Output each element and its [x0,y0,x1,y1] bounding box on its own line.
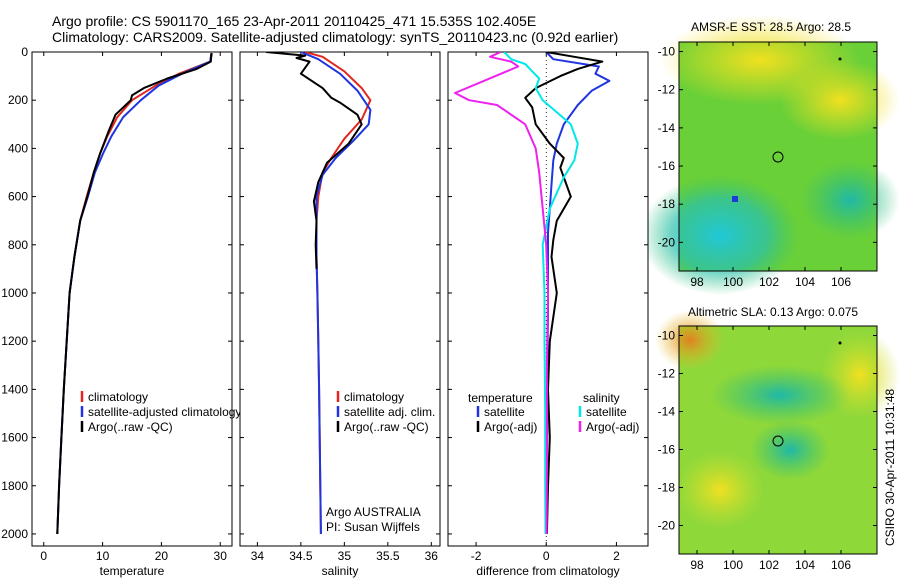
x-tick-label: 2 [613,549,620,563]
series-line-2 [524,52,604,535]
sst-cool-patch [800,160,900,240]
x-axis-label: difference from climatology [476,564,619,578]
x-tick-label: 0 [40,549,47,563]
x-tick-label: -2 [471,549,482,563]
y-tick-label: 1400 [1,382,28,396]
x-axis-label: salinity [322,564,359,578]
y-tick-label: 2000 [1,527,28,541]
figure-title-line1: Argo profile: CS 5901170_165 23-Apr-2011… [52,13,537,29]
sst-argo-location-marker [772,151,784,163]
panel-frame [31,51,233,547]
figure-title-line2: Climatology: CARS2009. Satellite-adjuste… [52,29,619,45]
x-tick-label: 20 [155,549,169,563]
lat-tick-label: -20 [658,235,676,249]
lat-tick-label: -12 [658,83,676,97]
x-tick-label: 30 [214,549,228,563]
lat-tick-label: -14 [658,405,676,419]
legend-label: satellite adj. clim. [344,405,435,419]
lat-tick-label: -18 [658,481,676,495]
lat-tick-label: -10 [658,45,676,59]
annotation-text: PI: Susan Wijffels [326,520,420,534]
sst-warm-patch [780,60,900,140]
sst-map-axes: -10 -12 -14 -16 -18 -20 98 100 102 104 106 [658,42,877,289]
legend-label: Argo(-adj) [484,420,537,434]
annotation-text: Argo AUSTRALIA [326,505,421,519]
legend-label: climatology [344,390,404,404]
legend-header: temperature [468,391,533,405]
x-axis-label: temperature [100,564,165,578]
lat-tick-label: -12 [658,367,676,381]
legend-label: Argo(-adj) [586,420,639,434]
lon-tick-label: 106 [831,558,851,572]
sst-cool-patch [640,175,800,295]
lon-tick-label: 98 [690,275,704,289]
sla-high-patch [675,450,765,530]
series-line-4 [454,52,549,535]
legend-header: salinity [583,391,620,405]
lat-tick-label: -20 [658,519,676,533]
sla-low-patch [750,420,830,480]
series-line-3 [56,53,213,535]
x-tick-label: 34 [251,549,265,563]
x-tick-label: 36 [425,549,439,563]
x-tick-label: 10 [96,549,110,563]
sla-map-title: Altimetric SLA: 0.13 Argo: 0.075 [688,305,859,319]
y-tick-label: 200 [8,93,28,107]
sla-map-axes: -10 -12 -14 -16 -18 -20 98 100 102 104 106 [658,326,877,572]
sst-map: -10 -12 -14 -16 -18 -20 98 100 102 104 106 [640,15,900,295]
lon-tick-label: 100 [723,275,743,289]
sst-argo-previous-marker [838,57,842,61]
y-tick-label: 1600 [1,431,28,445]
y-tick-label: 400 [8,141,28,155]
legend-label: Argo(..raw -QC) [88,420,173,434]
sst-map-title: AMSR-E SST: 28.5 Argo: 28.5 [691,20,852,34]
sla-argo-location-marker [772,435,784,447]
profile-panels: 0 10 20 30020040060080010001200140016001800… [1,45,649,578]
sla-map: -10 -12 -14 -16 -18 -20 98 100 102 104 106 [655,310,900,572]
legend-label: satellite-adjusted climatology [88,405,241,419]
lat-tick-label: -16 [658,159,676,173]
lon-tick-label: 106 [831,275,851,289]
lon-tick-label: 100 [723,558,743,572]
lon-tick-label: 102 [759,558,779,572]
y-tick-label: 1000 [1,286,28,300]
y-tick-label: 1800 [1,479,28,493]
timestamp-side-label: CSIRO 30-Apr-2011 10:31:48 [883,388,897,546]
sla-argo-previous-marker [838,341,842,345]
sla-high-patch [655,310,725,370]
lat-tick-label: -14 [658,121,676,135]
sst-cold-pixel [732,196,738,202]
lon-tick-label: 98 [690,558,704,572]
lat-tick-label: -10 [658,329,676,343]
sst-map-frame [678,41,878,272]
y-tick-label: 600 [8,190,28,204]
sla-low-patch [710,365,850,425]
series-line-3 [266,52,363,269]
legend-label: satellite [586,405,627,419]
lat-tick-label: -16 [658,443,676,457]
sla-map-frame [678,325,878,555]
y-tick-label: 1200 [1,334,28,348]
x-tick-label: 0 [543,549,550,563]
lon-tick-label: 104 [795,558,815,572]
y-tick-label: 800 [8,238,28,252]
lon-tick-label: 104 [795,275,815,289]
legend-label: Argo(..raw -QC) [344,420,429,434]
profile-panel-1: 0 10 20 30 0 200 400 600 800 1000 1200 1400 1600 1800… [1,45,241,578]
y-tick-label: 0 [21,45,28,59]
profile-panel-2: 34 34.5 35 35.5 36 salinity climatologysatelli… [239,51,441,578]
x-tick-label: 34.5 [289,549,313,563]
legend-label: climatology [88,390,148,404]
panel-frame [239,51,441,547]
legend-label: satellite [484,405,525,419]
lat-tick-label: -18 [658,197,676,211]
lon-tick-label: 102 [759,275,779,289]
x-tick-label: 35.5 [376,549,400,563]
x-tick-label: 35 [338,549,352,563]
series-line-3 [503,52,579,535]
